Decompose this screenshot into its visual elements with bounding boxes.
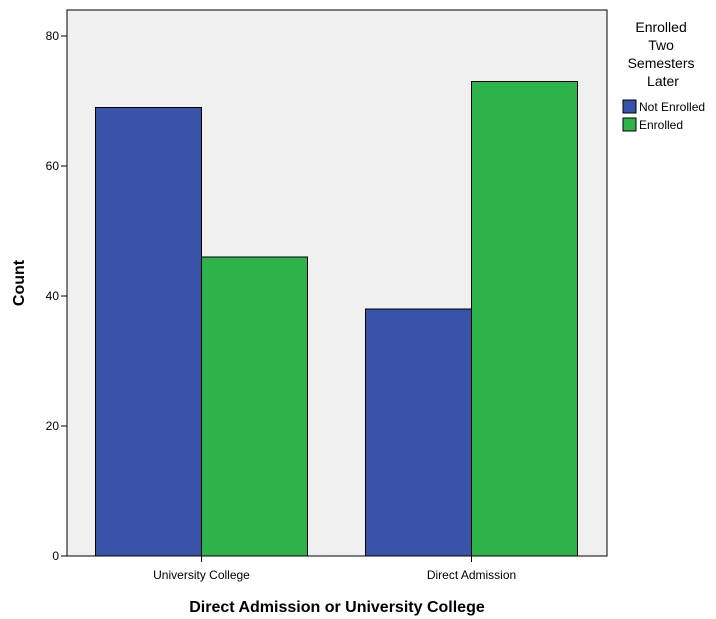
legend-title-line: Enrolled	[635, 19, 686, 35]
x-tick-label: Direct Admission	[427, 568, 516, 582]
y-tick-label: 60	[46, 159, 60, 173]
y-tick-label: 20	[46, 419, 60, 433]
y-tick-label: 0	[52, 549, 59, 563]
x-tick-label: University College	[153, 568, 250, 582]
legend-title-line: Semesters	[628, 55, 695, 71]
bar-enrolled-direct-admission	[471, 81, 578, 557]
bar-enrolled-university-college	[201, 256, 308, 557]
y-axis-ticks: 0 20 40 60 80	[46, 29, 67, 563]
y-axis-title: Count	[11, 259, 28, 306]
legend-title-line: Later	[647, 73, 679, 89]
legend-label-enrolled: Enrolled	[639, 118, 683, 132]
legend-swatch-enrolled	[622, 117, 637, 132]
legend-label-not-enrolled: Not Enrolled	[639, 100, 705, 114]
legend-title-line: Two	[648, 37, 674, 53]
y-tick-label: 40	[46, 289, 60, 303]
y-tick-label: 80	[46, 29, 60, 43]
legend-swatch-not-enrolled	[622, 99, 637, 114]
x-axis-title: Direct Admission or University College	[189, 599, 485, 616]
bar-not-enrolled-university-college	[95, 107, 202, 557]
x-axis-ticks: University College Direct Admission	[153, 556, 516, 582]
legend: Enrolled Two Semesters Later Not Enrolle…	[622, 19, 705, 132]
legend-title: Enrolled Two Semesters Later	[628, 19, 699, 89]
bars	[95, 81, 578, 557]
bar-not-enrolled-direct-admission	[365, 308, 472, 557]
